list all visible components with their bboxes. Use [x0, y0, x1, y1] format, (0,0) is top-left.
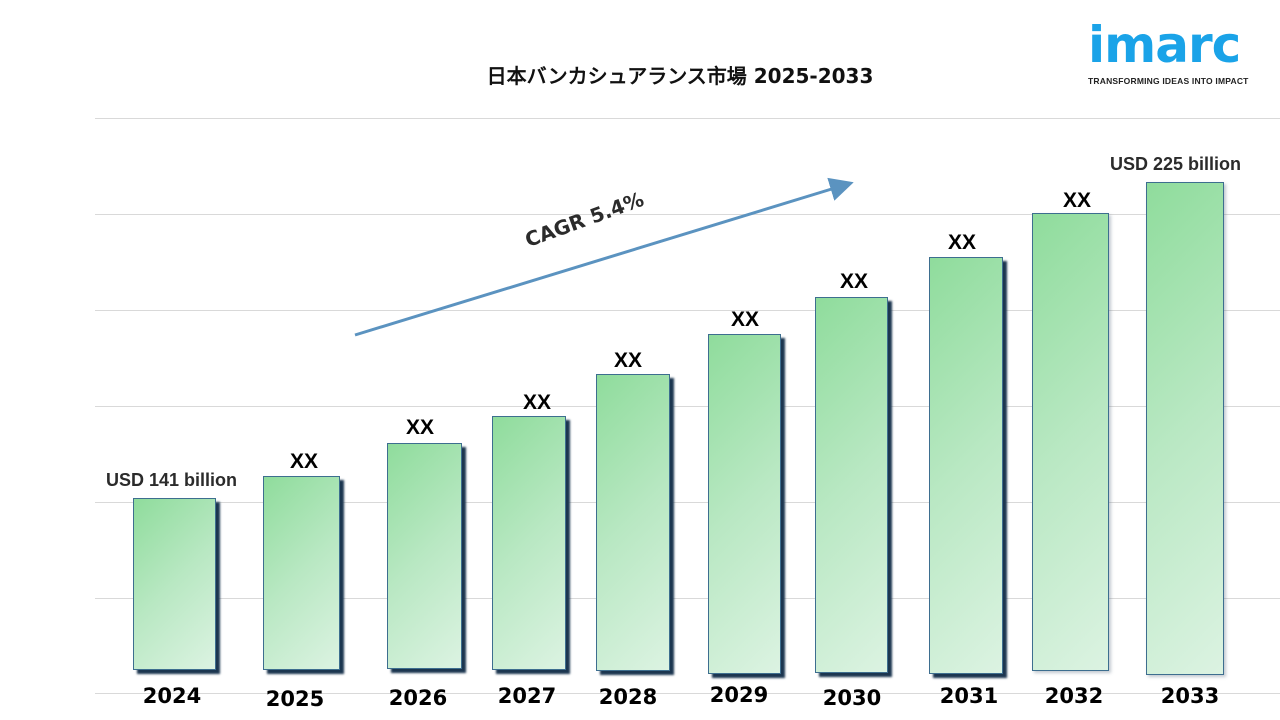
year-label: 2026 — [388, 686, 448, 710]
year-label: 2033 — [1160, 684, 1220, 708]
gridline — [95, 310, 1280, 311]
bar-2029 — [708, 334, 781, 674]
year-label: 2031 — [939, 684, 999, 708]
gridline — [95, 118, 1280, 119]
gridline — [95, 693, 1280, 694]
logo-tagline: TRANSFORMING IDEAS INTO IMPACT — [1088, 76, 1249, 86]
chart-title: 日本バンカシュアランス市場 2025-2033 — [486, 64, 874, 88]
value-label-2024: USD 141 billion — [106, 470, 238, 490]
value-label-2032: XX — [1062, 189, 1091, 212]
year-label: 2029 — [709, 683, 769, 707]
value-label-2029: XX — [730, 308, 759, 331]
value-label-2027: XX — [522, 391, 551, 414]
gridline — [95, 502, 1280, 503]
gridline — [95, 598, 1280, 599]
bar-2032 — [1032, 213, 1109, 671]
imarc-logo: imarc TRANSFORMING IDEAS INTO IMPACT — [1088, 20, 1249, 86]
bar-2033 — [1146, 182, 1224, 675]
bar-2031 — [929, 257, 1003, 674]
bar-2026 — [387, 443, 462, 669]
logo-wordmark: imarc — [1088, 16, 1241, 74]
bar-2025 — [263, 476, 340, 670]
bar-2024 — [133, 498, 216, 670]
year-label: 2032 — [1044, 684, 1104, 708]
value-label-2025: XX — [289, 450, 318, 473]
bar-2030 — [815, 297, 888, 673]
gridline — [95, 406, 1280, 407]
gridline — [95, 214, 1280, 215]
value-label-2033: USD 225 billion — [1110, 154, 1242, 174]
bar-2027 — [492, 416, 566, 670]
value-label-2030: XX — [839, 270, 868, 293]
value-label-2031: XX — [947, 231, 976, 254]
year-label: 2027 — [497, 684, 557, 708]
year-label: 2030 — [822, 686, 882, 710]
value-label-2028: XX — [613, 349, 642, 372]
year-label: 2028 — [598, 685, 658, 709]
year-label: 2024 — [142, 684, 202, 708]
value-label-2026: XX — [405, 416, 434, 439]
bar-2028 — [596, 374, 670, 671]
year-label: 2025 — [265, 687, 325, 711]
